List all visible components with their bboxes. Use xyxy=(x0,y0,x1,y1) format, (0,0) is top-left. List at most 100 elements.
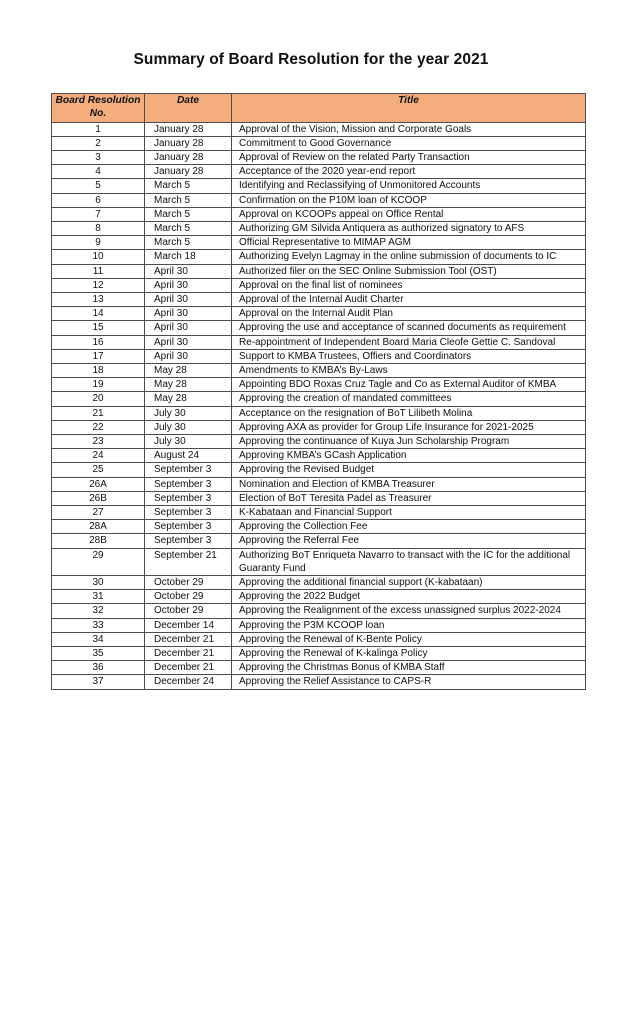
cell-title: Nomination and Election of KMBA Treasure… xyxy=(231,476,586,492)
cell-title: Approving the Realignment of the excess … xyxy=(231,603,586,619)
table-row: 1 January 28 Approval of the Vision, Missi… xyxy=(51,121,586,137)
cell-resolution-no: 21 xyxy=(51,405,145,421)
cell-date: September 3 xyxy=(144,462,232,478)
page-title: Summary of Board Resolution for the year… xyxy=(133,51,489,68)
cell-title: Approving KMBA’s GCash Application xyxy=(231,448,586,464)
cell-resolution-no: 6 xyxy=(51,192,145,208)
cell-date: December 24 xyxy=(144,674,232,690)
cell-resolution-no: 16 xyxy=(51,334,145,350)
table-row: 33 December 14 Approving the P3M KCOOP loa… xyxy=(51,617,586,633)
table-row: 26A September 3 Nomination and Election of… xyxy=(51,476,586,492)
table-row: 29 September 21 Authorizing BoT Enriqueta … xyxy=(51,547,586,577)
table-row: 12 April 30 Approval on the final list of … xyxy=(51,277,586,293)
cell-title: Approving the Referral Fee xyxy=(231,533,586,549)
cell-resolution-no: 31 xyxy=(51,589,145,605)
table-row: 11 April 30 Authorized filer on the SEC On… xyxy=(51,263,586,279)
cell-title: Approving AXA as provider for Group Life… xyxy=(231,419,586,435)
table-row: 3 January 28 Approval of Review on the rel… xyxy=(51,149,586,166)
cell-title: Acceptance of the 2020 year-end report xyxy=(231,164,586,180)
cell-title: Approval of the Internal Audit Charter xyxy=(231,291,586,308)
table-row: 30 October 29 Approving the additional fin… xyxy=(51,574,586,591)
header-cell-title: Title xyxy=(231,93,586,123)
cell-resolution-no: 30 xyxy=(51,574,145,591)
cell-date: July 30 xyxy=(144,433,232,450)
table-row: 6 March 5 Confirmation on the P10M loan of… xyxy=(51,192,586,208)
table-row: 22 July 30 Approving AXA as provider for G… xyxy=(51,419,586,435)
cell-date: September 3 xyxy=(144,504,232,521)
cell-date: December 21 xyxy=(144,660,232,676)
cell-date: September 21 xyxy=(144,547,232,577)
cell-resolution-no: 3 xyxy=(51,149,145,166)
cell-resolution-no: 28A xyxy=(51,519,145,535)
cell-date: December 14 xyxy=(144,617,232,633)
table-row: 31 October 29 Approving the 2022 Budget xyxy=(51,589,586,605)
cell-resolution-no: 8 xyxy=(51,220,145,237)
cell-resolution-no: 18 xyxy=(51,362,145,379)
cell-title: Authorizing Evelyn Lagmay in the online … xyxy=(231,249,586,265)
cell-title: Commitment to Good Governance xyxy=(231,135,586,151)
cell-title: Identifying and Reclassifying of Unmonit… xyxy=(231,178,586,194)
table-row: 2 January 28 Commitment to Good Governance xyxy=(51,135,586,151)
cell-resolution-no: 26A xyxy=(51,476,145,492)
cell-resolution-no: 10 xyxy=(51,249,145,265)
cell-title: Approving the creation of mandated commi… xyxy=(231,391,586,407)
cell-date: March 5 xyxy=(144,235,232,251)
table-row: 10 March 18 Authorizing Evelyn Lagmay in t… xyxy=(51,249,586,265)
cell-resolution-no: 36 xyxy=(51,660,145,676)
cell-title: Approving the continuance of Kuya Jun Sc… xyxy=(231,433,586,450)
cell-resolution-no: 23 xyxy=(51,433,145,450)
cell-date: April 30 xyxy=(144,320,232,336)
table-row: 24 August 24 Approving KMBA’s GCash Applic… xyxy=(51,448,586,464)
header-cell-resolution-no: Board Resolution No. xyxy=(51,93,145,123)
cell-title: Approving the 2022 Budget xyxy=(231,589,586,605)
cell-title: Authorizing GM Silvida Antiquera as auth… xyxy=(231,220,586,237)
table-row: 26B September 3 Election of BoT Teresita P… xyxy=(51,490,586,506)
table-row: 9 March 5 Official Representative to MIMAP… xyxy=(51,235,586,251)
header-resolution-no-line1: Board Resolution xyxy=(55,95,141,106)
cell-title: Re-appointment of Independent Board Mari… xyxy=(231,334,586,350)
cell-date: October 29 xyxy=(144,603,232,619)
cell-resolution-no: 12 xyxy=(51,277,145,293)
table-row: 23 July 30 Approving the continuance of Ku… xyxy=(51,433,586,450)
table-row: 28B September 3 Approving the Referral Fee xyxy=(51,533,586,549)
cell-resolution-no: 29 xyxy=(51,547,145,577)
cell-title: Approving the P3M KCOOP loan xyxy=(231,617,586,633)
cell-title: Approving the additional financial suppo… xyxy=(231,574,586,591)
table-row: 28A September 3 Approving the Collection F… xyxy=(51,519,586,535)
cell-date: May 28 xyxy=(144,377,232,393)
table-row: 18 May 28 Amendments to KMBA’s By-Laws xyxy=(51,362,586,379)
cell-date: September 3 xyxy=(144,476,232,492)
cell-title: Approval on the Internal Audit Plan xyxy=(231,306,586,322)
cell-date: August 24 xyxy=(144,448,232,464)
cell-title: Approving the Revised Budget xyxy=(231,462,586,478)
cell-title: Approval of Review on the related Party … xyxy=(231,149,586,166)
cell-resolution-no: 24 xyxy=(51,448,145,464)
header-resolution-no-line2: No. xyxy=(89,107,107,119)
cell-date: October 29 xyxy=(144,589,232,605)
cell-title: Approval of the Vision, Mission and Corp… xyxy=(231,121,586,137)
cell-date: September 3 xyxy=(144,490,232,506)
cell-resolution-no: 15 xyxy=(51,320,145,336)
table-header: Board Resolution No. Date Title xyxy=(51,93,586,123)
table-row: 13 April 30 Approval of the Internal Audit… xyxy=(51,291,586,308)
table-row: 4 January 28 Acceptance of the 2020 year-e… xyxy=(51,164,586,180)
table-row: 14 April 30 Approval on the Internal Audit… xyxy=(51,306,586,322)
cell-date: March 5 xyxy=(144,220,232,237)
table-row: 36 December 21 Approving the Christmas Bon… xyxy=(51,660,586,676)
cell-resolution-no: 27 xyxy=(51,504,145,521)
cell-title: Approving the Relief Assistance to CAPS-… xyxy=(231,674,586,690)
header-cell-date: Date xyxy=(144,93,232,123)
cell-date: March 5 xyxy=(144,178,232,194)
cell-date: January 28 xyxy=(144,164,232,180)
cell-title: Approval on the final list of nominees xyxy=(231,277,586,293)
cell-resolution-no: 35 xyxy=(51,646,145,662)
table-row: 21 July 30 Acceptance on the resignation o… xyxy=(51,405,586,421)
table-row: 20 May 28 Approving the creation of mandat… xyxy=(51,391,586,407)
cell-date: April 30 xyxy=(144,306,232,322)
cell-date: September 3 xyxy=(144,519,232,535)
cell-resolution-no: 7 xyxy=(51,206,145,222)
cell-resolution-no: 22 xyxy=(51,419,145,435)
cell-resolution-no: 25 xyxy=(51,462,145,478)
cell-date: March 5 xyxy=(144,206,232,222)
